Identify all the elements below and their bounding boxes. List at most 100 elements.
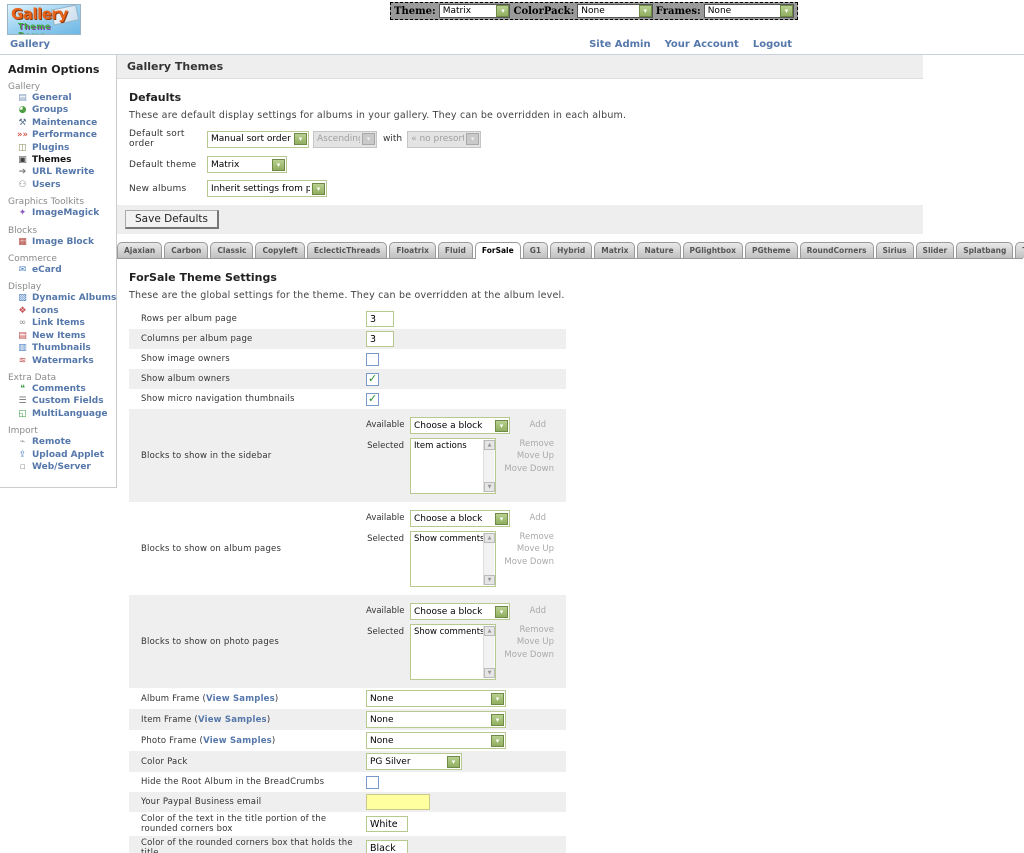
sidebar-item[interactable]: ◕ Groups — [8, 104, 112, 116]
colorpack-select[interactable]: None — [577, 4, 653, 18]
add-block-link[interactable]: Add — [529, 420, 546, 430]
user-link[interactable]: Site Admin — [589, 39, 651, 50]
sidebar-item[interactable]: »» Performance — [8, 129, 112, 141]
rows-per-page-input[interactable] — [366, 311, 394, 327]
title-box-color-input[interactable] — [366, 840, 408, 853]
theme-tab[interactable]: Fluid — [437, 242, 473, 258]
theme-tab[interactable]: Matrix — [594, 242, 636, 258]
sidebar-item[interactable]: ∞ Link Items — [8, 317, 112, 329]
show-micro-nav-checkbox[interactable] — [366, 392, 379, 406]
frames-select[interactable]: None — [703, 4, 794, 18]
theme-tab[interactable]: EclecticThreads — [306, 242, 388, 258]
block-action-link[interactable]: Remove — [519, 439, 555, 449]
sidebar-item[interactable]: ➔ URL Rewrite — [8, 166, 112, 178]
show-album-owners-checkbox[interactable] — [366, 372, 379, 386]
dropdown-arrow-icon — [362, 133, 375, 145]
paypal-email-input[interactable] — [366, 794, 430, 810]
sidebar-item[interactable]: ▤ New Items — [8, 330, 112, 342]
sidebar-item[interactable]: ◱ MultiLanguage — [8, 408, 112, 420]
theme-select[interactable]: Matrix — [438, 4, 511, 18]
view-samples-link[interactable]: View Samples — [197, 714, 267, 725]
sidebar-item[interactable]: ❖ Icons — [8, 305, 112, 317]
scroll-down-icon[interactable] — [484, 575, 495, 585]
selected-blocks-listbox[interactable]: Item actions — [410, 438, 496, 494]
hide-root-album-checkbox[interactable] — [366, 775, 379, 789]
block-action-link[interactable]: Move Down — [504, 649, 554, 660]
breadcrumb[interactable]: Gallery — [10, 39, 51, 50]
theme-tab[interactable]: Classic — [210, 242, 254, 258]
theme-tab[interactable]: G1 — [522, 242, 549, 258]
save-defaults-button[interactable]: Save Defaults — [125, 210, 219, 229]
listbox-scrollbar[interactable] — [483, 533, 495, 585]
scroll-up-icon[interactable] — [484, 533, 495, 543]
sidebar-group-extra-data: Extra Data ❝ Comments ☰ Custom Fields ◱ — [8, 373, 112, 420]
view-samples-link[interactable]: View Samples — [203, 735, 272, 746]
sidebar-item[interactable]: ⚒ Maintenance — [8, 117, 112, 129]
sidebar-item[interactable]: ☰ Custom Fields — [8, 395, 112, 407]
sidebar-item[interactable]: ▤ General — [8, 92, 112, 104]
sidebar-item[interactable]: ▥ Thumbnails — [8, 342, 112, 354]
theme-tab[interactable]: Ajaxian — [117, 242, 163, 258]
theme-tab[interactable]: Sirius — [875, 242, 914, 258]
sidebar-item[interactable]: ✦ ImageMagick — [8, 207, 112, 219]
block-action-link[interactable]: Move Down — [504, 463, 554, 474]
theme-tab[interactable]: Nature — [637, 242, 681, 258]
scroll-down-icon[interactable] — [484, 482, 495, 492]
color-pack-select[interactable]: PG Silver — [366, 753, 462, 770]
sidebar-item[interactable]: ⇪ Upload Applet — [8, 449, 112, 461]
default-theme-select[interactable]: Matrix — [207, 156, 287, 173]
new-albums-select[interactable]: Inherit settings from parent album — [207, 180, 327, 197]
add-block-link[interactable]: Add — [529, 606, 546, 616]
sidebar-item[interactable]: ◫ Plugins — [8, 142, 112, 154]
album-frame-select[interactable]: None — [366, 690, 506, 707]
sidebar-item[interactable]: ❝ Comments — [8, 383, 112, 395]
gallery-logo[interactable]: Gallery Theme Demo — [7, 4, 81, 35]
block-action-link[interactable]: Move Up — [516, 544, 554, 555]
user-link[interactable]: Your Account — [664, 39, 739, 50]
view-samples-link[interactable]: View Samples — [206, 693, 275, 704]
sidebar-item[interactable]: ⌁ Remote — [8, 436, 112, 448]
available-blocks-select[interactable]: Choose a block — [410, 510, 510, 527]
columns-per-page-input[interactable] — [366, 331, 394, 347]
theme-tab[interactable]: PGtheme — [745, 242, 798, 258]
sidebar-item[interactable]: ▣ Themes — [8, 154, 112, 166]
theme-tab[interactable]: Carbon — [164, 242, 209, 258]
block-action-link[interactable]: Move Down — [504, 556, 554, 567]
block-action-link[interactable]: Move Up — [516, 451, 554, 462]
selected-blocks-listbox[interactable]: Show comments — [410, 531, 496, 587]
title-text-color-input[interactable] — [366, 816, 408, 832]
block-action-link[interactable]: Remove — [519, 625, 555, 635]
sidebar-item[interactable]: ≋ Watermarks — [8, 355, 112, 367]
add-block-link[interactable]: Add — [529, 513, 546, 523]
theme-tab[interactable]: Copyleft — [255, 242, 305, 258]
block-action-link[interactable]: Move Up — [516, 637, 554, 648]
theme-tab[interactable]: Splatbang — [956, 242, 1014, 258]
sidebar-item[interactable]: ⚇ Users — [8, 179, 112, 191]
theme-tab[interactable]: Hybrid — [550, 242, 593, 258]
sidebar-item[interactable]: ▦ Image Block — [8, 236, 112, 248]
theme-tab[interactable]: Tien — [1015, 242, 1024, 258]
theme-tab[interactable]: Slider — [915, 242, 955, 258]
default-sort-order-select[interactable]: Manual sort order — [207, 130, 309, 148]
scroll-up-icon[interactable] — [484, 626, 495, 636]
hide-root-album-row: Hide the Root Album in the BreadCrumbs — [129, 772, 566, 792]
theme-tab[interactable]: ForSale — [474, 242, 521, 259]
user-link[interactable]: Logout — [752, 39, 792, 50]
show-image-owners-checkbox[interactable] — [366, 352, 379, 366]
sidebar-item[interactable]: ✉ eCard — [8, 264, 112, 276]
listbox-scrollbar[interactable] — [483, 626, 495, 678]
sidebar-item[interactable]: ▫ Web/Server — [8, 461, 112, 473]
theme-tab[interactable]: Floatrix — [389, 242, 436, 258]
available-blocks-select[interactable]: Choose a block — [410, 603, 510, 620]
theme-tab[interactable]: RoundCorners — [799, 242, 874, 258]
photo-frame-select[interactable]: None — [366, 732, 506, 749]
available-blocks-select[interactable]: Choose a block — [410, 417, 510, 434]
theme-tab[interactable]: PGlightbox — [682, 242, 743, 258]
selected-blocks-listbox[interactable]: Show comments — [410, 624, 496, 680]
scroll-up-icon[interactable] — [484, 440, 495, 450]
sidebar-item[interactable]: ▧ Dynamic Albums — [8, 292, 116, 304]
item-frame-select[interactable]: None — [366, 711, 506, 728]
listbox-scrollbar[interactable] — [483, 440, 495, 492]
scroll-down-icon[interactable] — [484, 668, 495, 678]
block-action-link[interactable]: Remove — [519, 532, 555, 542]
